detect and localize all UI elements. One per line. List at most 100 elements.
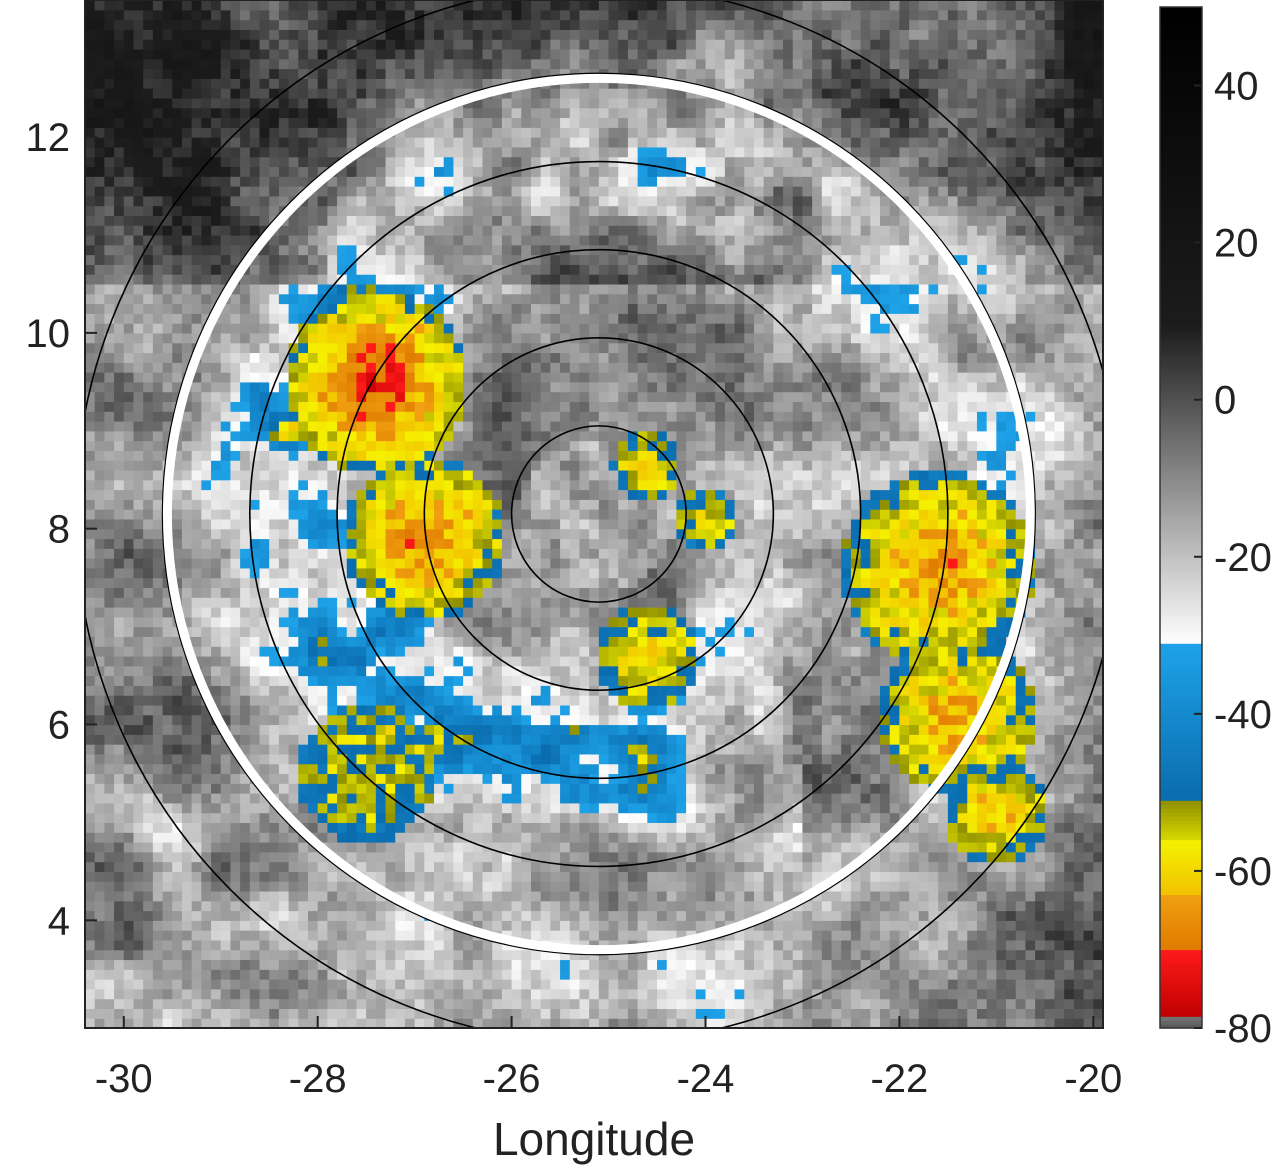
- colorbar-step: [1160, 776, 1202, 782]
- colorbar-step: [1160, 513, 1202, 519]
- colorbar-step: [1160, 317, 1202, 322]
- colorbar-step: [1160, 690, 1202, 695]
- colorbar-step: [1160, 863, 1202, 868]
- colorbar-step: [1160, 187, 1202, 193]
- colorbar-step: [1160, 870, 1202, 876]
- colorbar-step: [1160, 662, 1202, 668]
- colorbar-step: [1160, 238, 1202, 244]
- colorbar-step: [1160, 435, 1202, 440]
- y-tick-label: 8: [48, 508, 70, 552]
- colorbar-tick-label: -20: [1214, 536, 1272, 580]
- colorbar-step: [1160, 199, 1202, 204]
- brightness-temperature-field: [85, 0, 1103, 1028]
- colorbar-step: [1160, 784, 1202, 790]
- colorbar-step: [1160, 297, 1202, 303]
- colorbar-step: [1160, 58, 1202, 63]
- colorbar-step: [1160, 749, 1202, 754]
- colorbar-tick-label: 0: [1214, 379, 1236, 423]
- colorbar-step: [1160, 894, 1202, 900]
- colorbar-step: [1160, 639, 1202, 644]
- colorbar-step: [1160, 541, 1202, 546]
- colorbar-step: [1160, 906, 1202, 911]
- colorbar-step: [1160, 737, 1202, 742]
- colorbar-step: [1160, 1004, 1202, 1009]
- colorbar-tick-label: 40: [1214, 65, 1259, 109]
- colorbar-step: [1160, 611, 1202, 617]
- colorbar-step: [1160, 658, 1202, 664]
- colorbar-step: [1160, 902, 1202, 907]
- colorbar-step: [1160, 120, 1202, 126]
- colorbar-step: [1160, 175, 1202, 181]
- colorbar-step: [1160, 670, 1202, 676]
- colorbar-step: [1160, 607, 1202, 613]
- colorbar-step: [1160, 984, 1202, 990]
- colorbar-step: [1160, 466, 1202, 471]
- colorbar-step: [1160, 128, 1202, 134]
- colorbar-step: [1160, 281, 1202, 287]
- colorbar-step: [1160, 222, 1202, 228]
- colorbar-step: [1160, 395, 1202, 401]
- colorbar-step: [1160, 843, 1202, 848]
- colorbar-step: [1160, 529, 1202, 534]
- colorbar-step: [1160, 992, 1202, 998]
- colorbar-step: [1160, 517, 1202, 523]
- plot-area: [85, 0, 1103, 1028]
- colorbar-step: [1160, 588, 1202, 593]
- colorbar-step: [1160, 556, 1202, 562]
- colorbar-step: [1160, 568, 1202, 574]
- colorbar-step: [1160, 505, 1202, 511]
- colorbar-step: [1160, 242, 1202, 248]
- colorbar-step: [1160, 780, 1202, 786]
- colorbar-step: [1160, 50, 1202, 55]
- colorbar-step: [1160, 548, 1202, 554]
- colorbar-step: [1160, 988, 1202, 994]
- colorbar-step: [1160, 804, 1202, 809]
- colorbar-step: [1160, 721, 1202, 727]
- colorbar-step: [1160, 627, 1202, 632]
- colorbar-step: [1160, 827, 1202, 833]
- colorbar-step: [1160, 819, 1202, 825]
- colorbar-step: [1160, 839, 1202, 845]
- colorbar-step: [1160, 592, 1202, 597]
- colorbar-step: [1160, 329, 1202, 334]
- plot-frame: [84, 0, 1104, 1029]
- colorbar-step: [1160, 462, 1202, 468]
- colorbar-step: [1160, 1024, 1202, 1029]
- colorbar-step: [1160, 941, 1202, 947]
- colorbar-step: [1160, 423, 1202, 428]
- colorbar-step: [1160, 808, 1202, 813]
- colorbar-step: [1160, 136, 1202, 142]
- colorbar-step: [1160, 101, 1202, 106]
- y-tick-label: 6: [48, 703, 70, 747]
- colorbar-step: [1160, 764, 1202, 770]
- colorbar-step: [1160, 615, 1202, 621]
- colorbar-step: [1160, 599, 1202, 605]
- colorbar-step: [1160, 694, 1202, 699]
- colorbar-step: [1160, 438, 1202, 444]
- colorbar-step: [1160, 246, 1202, 252]
- colorbar-step: [1160, 215, 1202, 220]
- y-axis-ticks: 4 6 8 10 12: [26, 116, 97, 943]
- colorbar-step: [1160, 34, 1202, 40]
- colorbar-step: [1160, 383, 1202, 389]
- colorbar-step: [1160, 929, 1202, 935]
- colorbar-step: [1160, 344, 1202, 350]
- colorbar-step: [1160, 572, 1202, 578]
- x-tick-label: -28: [289, 1057, 347, 1101]
- x-tick-label: -22: [870, 1057, 928, 1101]
- colorbar-step: [1160, 415, 1202, 420]
- colorbar-step: [1160, 965, 1202, 970]
- colorbar-step: [1160, 152, 1202, 157]
- colorbar-step: [1160, 812, 1202, 817]
- colorbar-step: [1160, 564, 1202, 570]
- colorbar-step: [1160, 486, 1202, 491]
- colorbar-step: [1160, 22, 1202, 28]
- colorbar-step: [1160, 380, 1202, 385]
- colorbar-step: [1160, 918, 1202, 923]
- colorbar-step: [1160, 851, 1202, 856]
- colorbar-step: [1160, 847, 1202, 852]
- colorbar-step: [1160, 537, 1202, 542]
- colorbar-step: [1160, 1016, 1202, 1021]
- colorbar-step: [1160, 7, 1202, 12]
